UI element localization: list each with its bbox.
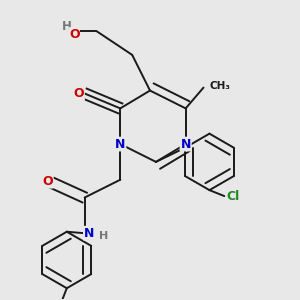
Text: O: O [42, 175, 53, 188]
Text: Cl: Cl [226, 190, 240, 202]
Text: N: N [181, 138, 191, 151]
Text: N: N [84, 227, 94, 240]
Text: O: O [74, 87, 84, 100]
Text: H: H [99, 231, 109, 241]
Text: N: N [115, 138, 125, 151]
Text: O: O [69, 28, 80, 40]
Text: CH₃: CH₃ [209, 81, 230, 91]
Text: H: H [62, 20, 72, 33]
